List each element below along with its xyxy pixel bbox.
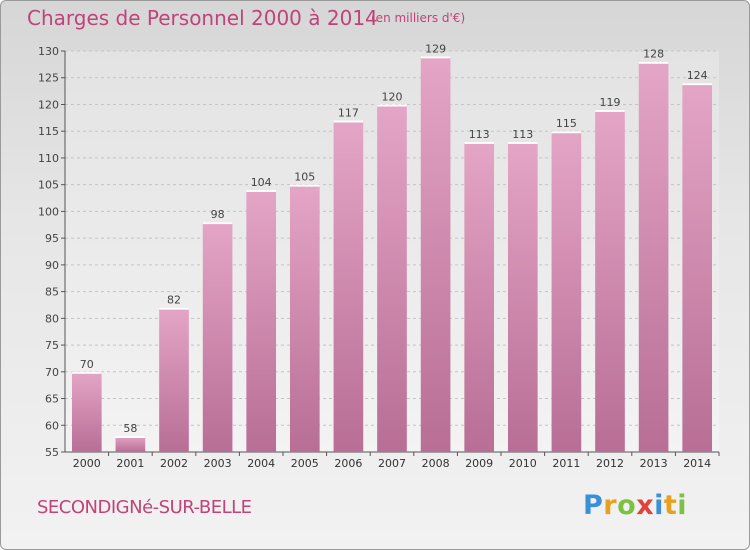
bar — [246, 190, 277, 452]
y-tick-label: 105 — [38, 179, 59, 192]
bar — [333, 120, 364, 453]
x-tick-label: 2013 — [640, 457, 668, 470]
x-tick-label: 2007 — [378, 457, 406, 470]
y-tick-label: 85 — [45, 286, 59, 299]
bar — [159, 307, 189, 452]
bar — [551, 131, 582, 452]
x-tick-label: 2003 — [204, 457, 232, 470]
y-tick-label: 65 — [45, 393, 59, 406]
logo-letter: t — [663, 490, 678, 521]
data-label: 129 — [425, 42, 446, 55]
y-tick-label: 60 — [45, 419, 59, 432]
bar — [71, 371, 102, 452]
x-tick-label: 2010 — [509, 457, 537, 470]
y-tick-label: 115 — [38, 125, 59, 138]
logo-letter: x — [636, 490, 655, 521]
logo-letter: i — [677, 490, 688, 521]
bar — [289, 184, 320, 452]
data-label: 128 — [643, 48, 664, 61]
data-label: 58 — [123, 422, 137, 435]
y-tick-label: 75 — [45, 339, 59, 352]
bar — [420, 56, 451, 452]
bar — [682, 83, 713, 452]
logo-letter: o — [617, 490, 637, 521]
logo-letter: i — [654, 490, 664, 521]
data-label: 113 — [512, 128, 533, 141]
y-tick-label: 80 — [45, 312, 59, 325]
y-tick-label: 55 — [45, 446, 59, 459]
y-tick-label: 95 — [45, 232, 59, 245]
data-label: 113 — [469, 128, 490, 141]
data-label: 98 — [211, 208, 225, 221]
bar — [595, 109, 625, 453]
x-tick-label: 2004 — [247, 457, 275, 470]
unit-note: (en milliers d'€) — [371, 11, 466, 25]
chart-title: Charges de Personnel 2000 à 2014 — [27, 6, 378, 30]
bar — [377, 104, 407, 452]
bar — [464, 141, 495, 453]
x-tick-label: 2012 — [596, 457, 624, 470]
y-tick-label: 125 — [38, 72, 59, 85]
x-tick-label: 2006 — [334, 457, 362, 470]
data-label: 117 — [338, 107, 359, 120]
logo-letter: r — [603, 490, 618, 521]
bar — [202, 222, 233, 452]
x-tick-label: 2001 — [116, 457, 144, 470]
y-tick-label: 120 — [38, 98, 59, 111]
x-tick-label: 2002 — [160, 457, 188, 470]
commune-name: SECONDIGNé-SUR-BELLE — [37, 497, 252, 518]
y-tick-label: 70 — [45, 366, 59, 379]
y-tick-label: 100 — [38, 205, 59, 218]
x-tick-label: 2000 — [73, 457, 101, 470]
data-label: 119 — [600, 96, 621, 109]
data-label: 124 — [687, 69, 708, 82]
x-tick-label: 2009 — [465, 457, 493, 470]
data-label: 120 — [382, 90, 403, 103]
data-label: 70 — [80, 358, 94, 371]
y-tick-label: 130 — [38, 45, 59, 58]
x-tick-label: 2014 — [683, 457, 711, 470]
bar — [115, 435, 146, 452]
data-label: 104 — [251, 176, 272, 189]
y-tick-label: 90 — [45, 259, 59, 272]
bar — [507, 141, 538, 453]
x-tick-label: 2011 — [552, 457, 580, 470]
data-label: 82 — [167, 294, 181, 307]
x-tick-label: 2005 — [291, 457, 319, 470]
y-tick-label: 110 — [38, 152, 59, 165]
logo-letter: P — [583, 490, 604, 521]
bar — [638, 61, 669, 453]
data-label: 115 — [556, 117, 577, 130]
x-tick-label: 2008 — [422, 457, 450, 470]
data-label: 105 — [294, 171, 315, 184]
proxiti-logo: Proxiti — [583, 490, 687, 521]
